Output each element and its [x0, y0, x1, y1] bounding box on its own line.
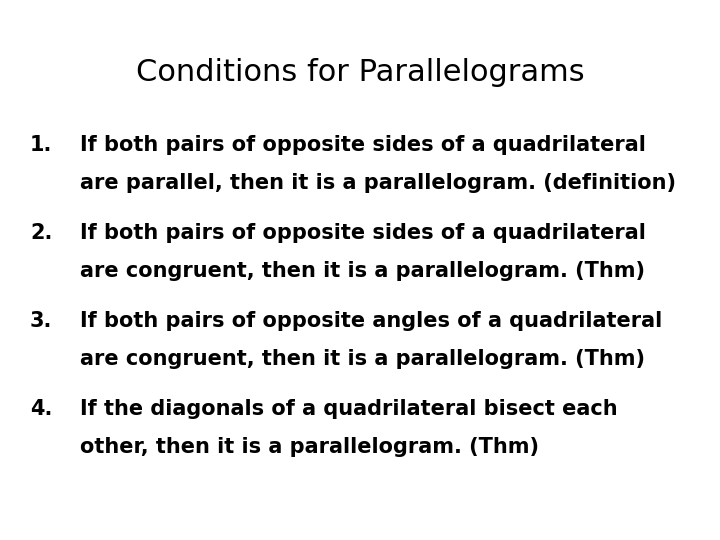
Text: 4.: 4.	[30, 399, 53, 419]
Text: If both pairs of opposite angles of a quadrilateral: If both pairs of opposite angles of a qu…	[80, 311, 662, 331]
Text: are parallel, then it is a parallelogram. (definition): are parallel, then it is a parallelogram…	[80, 173, 676, 193]
Text: other, then it is a parallelogram. (Thm): other, then it is a parallelogram. (Thm)	[80, 437, 539, 457]
Text: 3.: 3.	[30, 311, 53, 331]
Text: are congruent, then it is a parallelogram. (Thm): are congruent, then it is a parallelogra…	[80, 261, 645, 281]
Text: If both pairs of opposite sides of a quadrilateral: If both pairs of opposite sides of a qua…	[80, 223, 646, 243]
Text: 1.: 1.	[30, 135, 53, 155]
Text: are congruent, then it is a parallelogram. (Thm): are congruent, then it is a parallelogra…	[80, 349, 645, 369]
Text: Conditions for Parallelograms: Conditions for Parallelograms	[135, 58, 585, 87]
Text: 2.: 2.	[30, 223, 53, 243]
Text: If both pairs of opposite sides of a quadrilateral: If both pairs of opposite sides of a qua…	[80, 135, 646, 155]
Text: If the diagonals of a quadrilateral bisect each: If the diagonals of a quadrilateral bise…	[80, 399, 618, 419]
